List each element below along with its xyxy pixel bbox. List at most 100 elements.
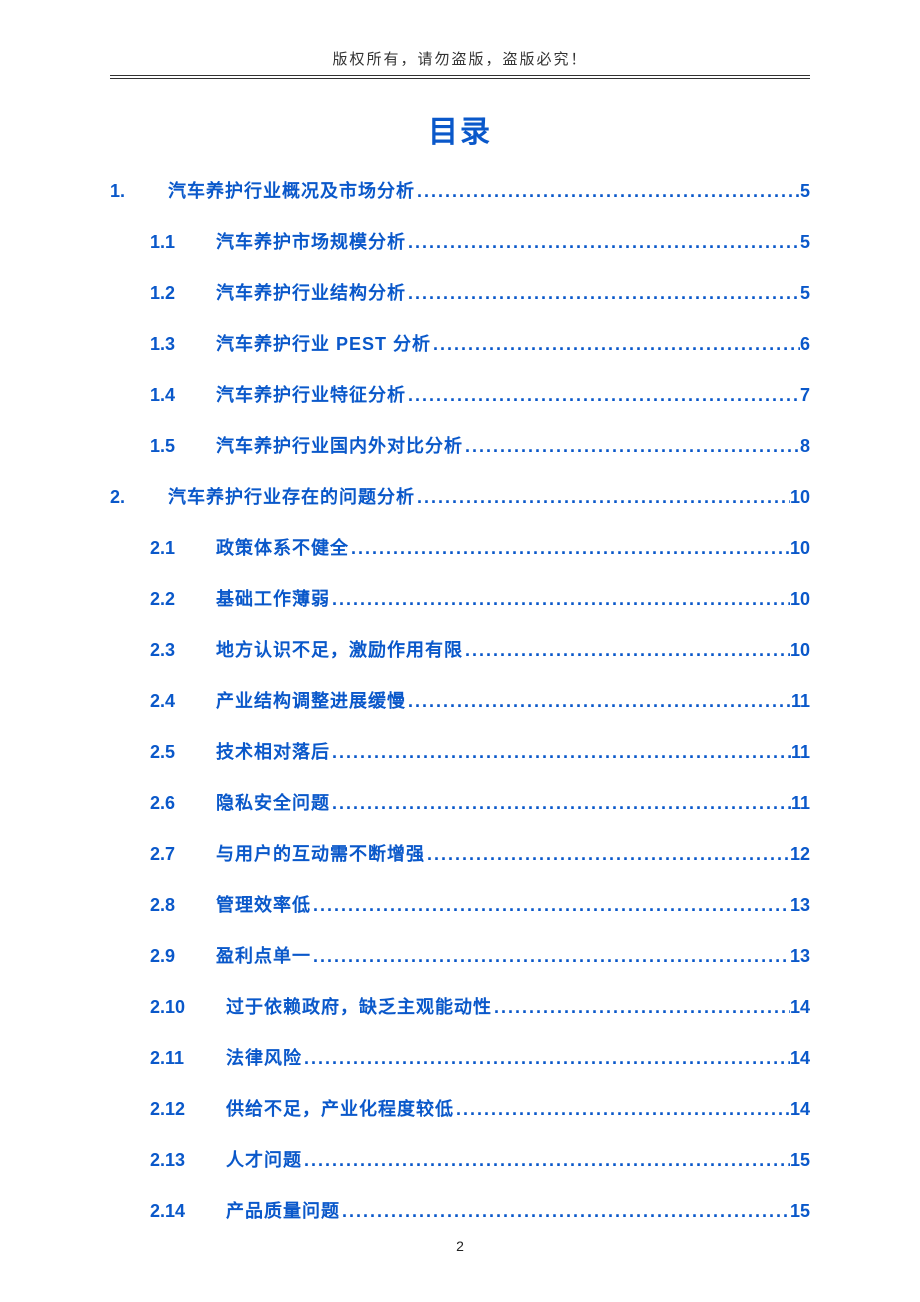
toc-entry-number: 2.2 <box>150 589 216 610</box>
toc-entry-label: 产品质量问题 <box>226 1197 340 1223</box>
toc-entry-label: 汽车养护行业结构分析 <box>216 279 406 305</box>
toc-entry-number: 2.10 <box>150 997 226 1018</box>
toc-entry-number: 1.2 <box>150 283 216 304</box>
toc-entry-label: 汽车养护市场规模分析 <box>216 228 406 254</box>
toc-entry-page: 10 <box>790 640 810 661</box>
toc-entry-label: 政策体系不健全 <box>216 534 349 560</box>
toc-entry-number: 1.3 <box>150 334 216 355</box>
toc-entry[interactable]: 1.3汽车养护行业 PEST 分析.......................… <box>110 330 810 356</box>
toc-entry[interactable]: 1.2汽车养护行业结构分析...........................… <box>110 279 810 305</box>
toc-entry[interactable]: 2.4产业结构调整进展缓慢...........................… <box>110 687 810 713</box>
toc-entry-page: 12 <box>790 844 810 865</box>
copyright-header: 版权所有，请勿盗版，盗版必究！ <box>110 48 810 69</box>
toc-entry-leader: ........................................… <box>463 436 800 457</box>
toc-entry-page: 11 <box>791 742 810 763</box>
toc-entry-label: 汽车养护行业概况及市场分析 <box>168 177 415 203</box>
toc-entry[interactable]: 1.5汽车养护行业国内外对比分析........................… <box>110 432 810 458</box>
toc-entry-number: 2.5 <box>150 742 216 763</box>
toc-entry-leader: ........................................… <box>415 181 800 202</box>
toc-entry[interactable]: 2.3地方认识不足，激励作用有限........................… <box>110 636 810 662</box>
toc-entry-leader: ........................................… <box>330 742 791 763</box>
toc-entry-leader: ........................................… <box>302 1150 790 1171</box>
toc-entry-number: 1.1 <box>150 232 216 253</box>
toc-entry-leader: ........................................… <box>340 1201 790 1222</box>
toc-entry-leader: ........................................… <box>330 793 791 814</box>
toc-entry-leader: ........................................… <box>431 334 800 355</box>
toc-entry-leader: ........................................… <box>330 589 790 610</box>
toc-entry-label: 汽车养护行业 PEST 分析 <box>216 330 431 356</box>
toc-entry[interactable]: 2.10过于依赖政府，缺乏主观能动性......................… <box>110 993 810 1019</box>
toc-entry[interactable]: 2.11法律风险................................… <box>110 1044 810 1070</box>
toc-entry-number: 2.11 <box>150 1048 226 1069</box>
toc-entry[interactable]: 2.9盈利点单一................................… <box>110 942 810 968</box>
toc-entry-leader: ........................................… <box>406 385 800 406</box>
toc-entry-number: 1.5 <box>150 436 216 457</box>
toc-title: 目录 <box>110 107 810 151</box>
toc-entry-page: 10 <box>790 589 810 610</box>
toc-entry[interactable]: 2.2基础工作薄弱...............................… <box>110 585 810 611</box>
toc-entry[interactable]: 2.5技术相对落后...............................… <box>110 738 810 764</box>
toc-entry-label: 基础工作薄弱 <box>216 585 330 611</box>
toc-entry-page: 13 <box>790 895 810 916</box>
toc-entry-page: 13 <box>790 946 810 967</box>
toc-entry-leader: ........................................… <box>454 1099 790 1120</box>
toc-entry-number: 2.7 <box>150 844 216 865</box>
toc-entry-leader: ........................................… <box>311 946 790 967</box>
toc-entry-number: 2.8 <box>150 895 216 916</box>
toc-entry-page: 10 <box>790 538 810 559</box>
toc-entry-page: 11 <box>791 793 810 814</box>
toc-entry-number: 2.1 <box>150 538 216 559</box>
toc-entry-page: 5 <box>800 232 810 253</box>
toc-entry-label: 法律风险 <box>226 1044 302 1070</box>
toc-entry-page: 15 <box>790 1150 810 1171</box>
toc-entry-page: 7 <box>800 385 810 406</box>
toc-entry[interactable]: 2.8管理效率低................................… <box>110 891 810 917</box>
toc-entry-page: 14 <box>790 997 810 1018</box>
toc-entry-number: 2.13 <box>150 1150 226 1171</box>
toc-entry[interactable]: 2.13人才问题................................… <box>110 1146 810 1172</box>
toc-entry[interactable]: 2.1政策体系不健全..............................… <box>110 534 810 560</box>
toc-entry-page: 5 <box>800 181 810 202</box>
toc-entry-label: 地方认识不足，激励作用有限 <box>216 636 463 662</box>
toc-entry[interactable]: 1.4汽车养护行业特征分析...........................… <box>110 381 810 407</box>
toc-entry[interactable]: 2.12供给不足，产业化程度较低........................… <box>110 1095 810 1121</box>
toc-entry-number: 2. <box>110 487 168 508</box>
toc-entry-label: 汽车养护行业国内外对比分析 <box>216 432 463 458</box>
toc-entry-label: 供给不足，产业化程度较低 <box>226 1095 454 1121</box>
toc-entry-page: 14 <box>790 1099 810 1120</box>
toc-entry[interactable]: 2.14产品质量问题..............................… <box>110 1197 810 1223</box>
toc-entry-number: 2.4 <box>150 691 216 712</box>
toc-entry-label: 汽车养护行业存在的问题分析 <box>168 483 415 509</box>
toc-entry-page: 14 <box>790 1048 810 1069</box>
toc-entry-leader: ........................................… <box>406 691 791 712</box>
toc-entry-label: 与用户的互动需不断增强 <box>216 840 425 866</box>
toc-entry-leader: ........................................… <box>406 232 800 253</box>
toc-entry-leader: ........................................… <box>311 895 790 916</box>
toc-entry-number: 2.6 <box>150 793 216 814</box>
toc-entry-page: 15 <box>790 1201 810 1222</box>
toc-entry-leader: ........................................… <box>302 1048 790 1069</box>
toc-entry-leader: ........................................… <box>406 283 800 304</box>
toc-entry[interactable]: 2.6隐私安全问题...............................… <box>110 789 810 815</box>
toc-entry-label: 隐私安全问题 <box>216 789 330 815</box>
toc-entry-number: 1.4 <box>150 385 216 406</box>
toc-entry-leader: ........................................… <box>463 640 790 661</box>
toc-entry-label: 管理效率低 <box>216 891 311 917</box>
toc-entry-page: 5 <box>800 283 810 304</box>
toc-entry-page: 11 <box>791 691 810 712</box>
toc-entry-label: 过于依赖政府，缺乏主观能动性 <box>226 993 492 1019</box>
toc-entry[interactable]: 2.汽车养护行业存在的问题分析.........................… <box>110 483 810 509</box>
toc-entry-page: 6 <box>800 334 810 355</box>
toc-entry-leader: ........................................… <box>425 844 790 865</box>
header-divider <box>110 75 810 79</box>
toc-entry[interactable]: 1.1汽车养护市场规模分析...........................… <box>110 228 810 254</box>
toc-entry-label: 技术相对落后 <box>216 738 330 764</box>
toc-entry-leader: ........................................… <box>492 997 790 1018</box>
toc-entry-number: 2.9 <box>150 946 216 967</box>
toc-entry[interactable]: 2.7与用户的互动需不断增强..........................… <box>110 840 810 866</box>
toc-entry-label: 产业结构调整进展缓慢 <box>216 687 406 713</box>
toc-entry-number: 1. <box>110 181 168 202</box>
toc-entry[interactable]: 1.汽车养护行业概况及市场分析.........................… <box>110 177 810 203</box>
toc-entry-page: 10 <box>790 487 810 508</box>
toc-entry-number: 2.3 <box>150 640 216 661</box>
